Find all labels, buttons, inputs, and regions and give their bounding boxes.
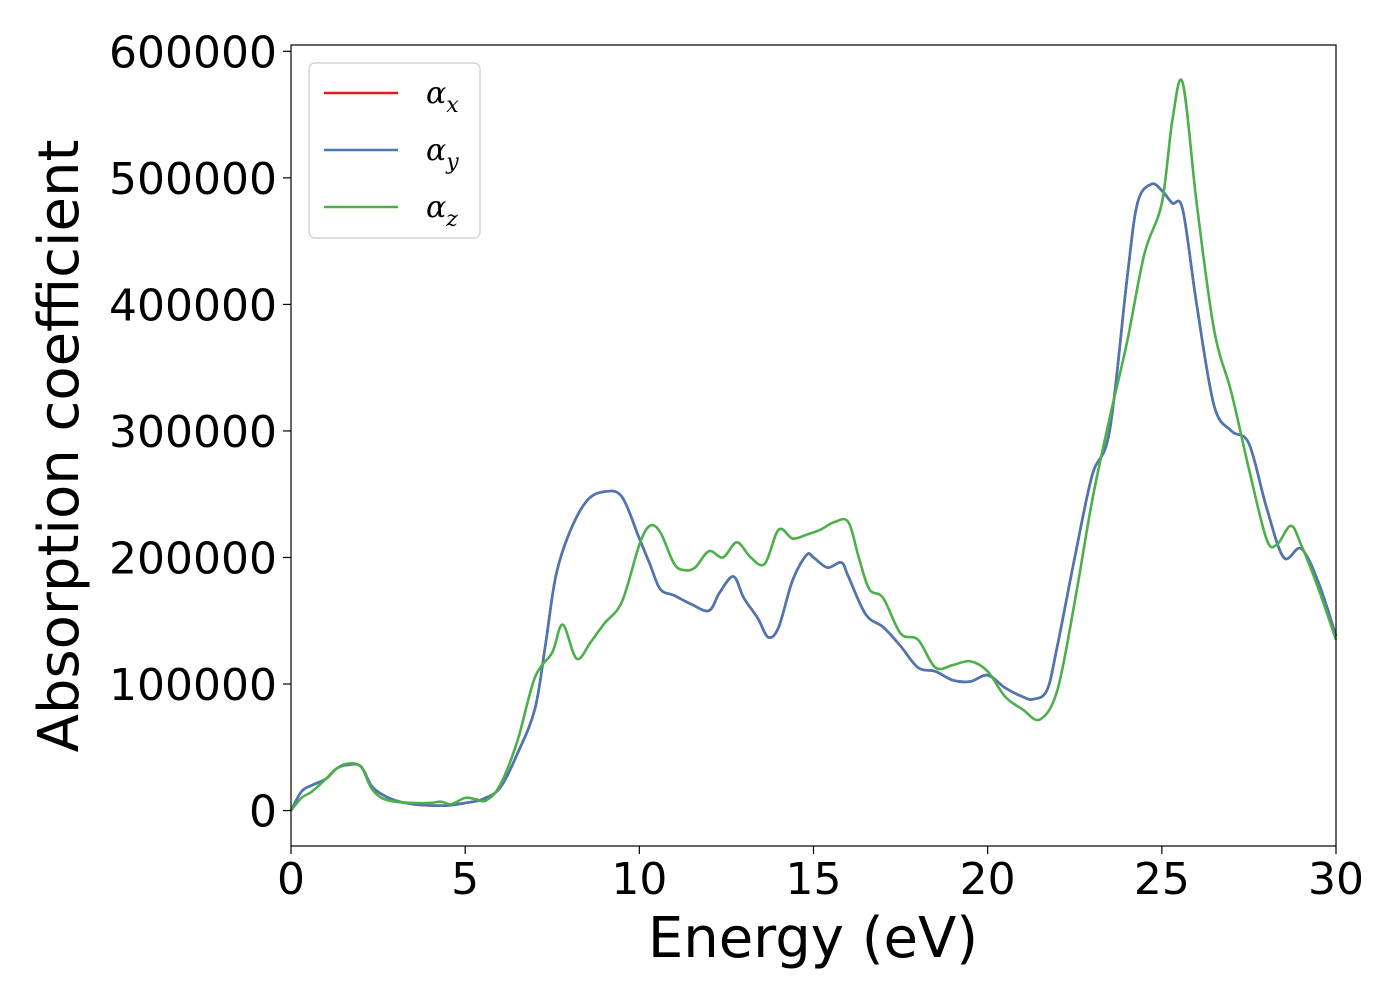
legend-label-1: αx bbox=[426, 76, 459, 118]
y-tick-label: 600000 bbox=[109, 27, 277, 78]
x-tick-label: 10 bbox=[611, 854, 667, 905]
x-axis-label: Energy (eV) bbox=[648, 906, 978, 971]
x-tick-label: 30 bbox=[1308, 854, 1364, 905]
series-line-1 bbox=[289, 182, 1338, 812]
series-line-3 bbox=[289, 78, 1338, 812]
x-tick-label: 20 bbox=[960, 854, 1016, 905]
x-tick-label: 0 bbox=[277, 854, 305, 905]
y-tick-label: 200000 bbox=[109, 533, 277, 584]
y-tick-label: 400000 bbox=[109, 280, 277, 331]
ticks-layer: 0 5 10 15 20 25 30 0 100000 200000 300000 400000 500… bbox=[109, 27, 1364, 905]
y-axis-label: Absorption coefficient bbox=[27, 140, 92, 753]
y-tick-label: 0 bbox=[249, 787, 277, 838]
x-tick-label: 5 bbox=[451, 854, 479, 905]
legend-label-3: αz bbox=[426, 190, 458, 232]
x-tick-label: 15 bbox=[786, 854, 842, 905]
legend: αx αy αz bbox=[308, 62, 481, 239]
y-tick-label: 500000 bbox=[109, 154, 277, 205]
x-tick-label: 25 bbox=[1134, 854, 1190, 905]
legend-label-2: αy bbox=[426, 133, 459, 175]
y-tick-label: 100000 bbox=[109, 660, 277, 711]
series-line-2 bbox=[289, 182, 1338, 812]
y-tick-label: 300000 bbox=[109, 407, 277, 458]
series-layer bbox=[289, 78, 1338, 812]
